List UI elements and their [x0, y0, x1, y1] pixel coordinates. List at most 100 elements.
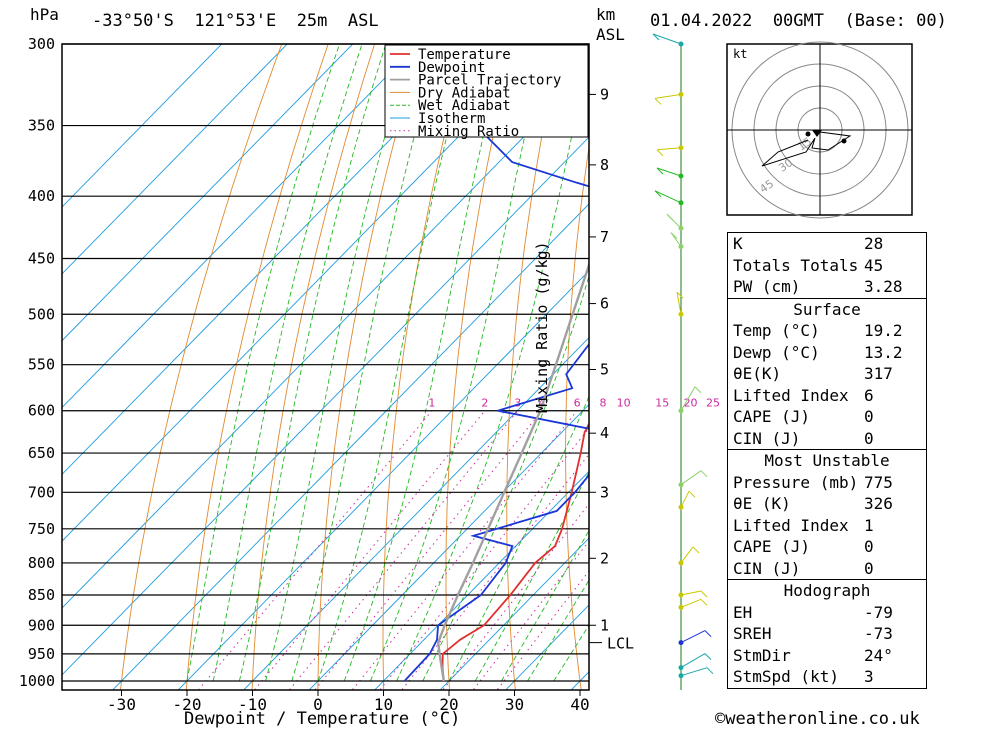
- wind-barb-icon: [652, 33, 682, 45]
- storm-motion-point: [841, 138, 847, 144]
- isotherm-line: [62, 44, 354, 342]
- dry-adiabat-line: [120, 44, 283, 690]
- wind-barb-icon: [656, 167, 682, 177]
- parcel-trajectory-line: [436, 261, 589, 682]
- pressure-tick-label: 1000: [19, 672, 55, 690]
- isotherm-line: [62, 44, 223, 208]
- height-tick-label: 9: [600, 85, 609, 103]
- wind-barb-flag: [704, 653, 712, 660]
- mixing-ratio-line: [253, 410, 486, 690]
- wind-barb-flag: [666, 213, 674, 221]
- wind-barb-icon: [680, 470, 702, 486]
- index-row: θE(K) 317: [733, 364, 893, 383]
- lcl-label: LCL: [607, 635, 634, 653]
- index-row: PW (cm) 3.28: [733, 277, 903, 296]
- wind-barb-icon: [680, 386, 696, 411]
- index-panel: K 28 Totals Totals 45 PW (cm) 3.28 Surface …: [727, 232, 927, 689]
- legend-entry: Parcel Trajectory: [418, 73, 561, 89]
- isotherm-line: [62, 44, 419, 409]
- isotherm-line: [62, 44, 550, 542]
- datetime: 01.04.2022 00GMT (Base: 00): [650, 11, 947, 31]
- pressure-tick-label: 900: [28, 616, 55, 634]
- isotherm-line: [62, 44, 485, 475]
- height-tick-label: 1: [600, 616, 609, 634]
- height-tick-label: 4: [600, 424, 609, 442]
- pressure-tick-label: 750: [28, 520, 55, 538]
- wind-barb-icon: [680, 490, 690, 508]
- wind-barb-flag: [700, 470, 708, 478]
- hodograph-origin-marker: [812, 130, 822, 137]
- wet-adiabat-line: [212, 44, 363, 682]
- height-unit-km: km: [596, 5, 616, 24]
- wet-adiabat-line: [527, 579, 589, 682]
- dry-adiabat-line: [623, 26, 657, 707]
- mixing-ratio-label: 25: [706, 397, 720, 410]
- wind-barb-icon: [680, 667, 708, 677]
- dry-adiabat-line: [185, 44, 329, 690]
- dry-adiabat-line: [445, 44, 515, 690]
- wind-barb-flag: [676, 291, 684, 299]
- basic-indices: K 28 Totals Totals 45 PW (cm) 3.28: [727, 232, 927, 299]
- x-tick-label: 10: [374, 695, 393, 714]
- mixing-ratio-label: 6: [574, 397, 581, 410]
- pressure-tick-label: 850: [28, 586, 55, 604]
- index-row: Lifted Index 6: [733, 385, 874, 405]
- wet-adiabat-line: [474, 471, 589, 682]
- index-row: CAPE (J) 0: [733, 407, 874, 426]
- isotherm-line: [439, 537, 589, 690]
- pressure-tick-label: 950: [28, 645, 55, 663]
- wind-barb-flag: [704, 630, 712, 637]
- isotherm-line: [62, 136, 589, 676]
- wet-adiabat-line: [448, 395, 589, 682]
- mixing-ratio-label: 8: [600, 397, 607, 410]
- x-axis-label: Dewpoint / Temperature (°C): [184, 709, 461, 729]
- index-row: EH -79: [733, 602, 893, 622]
- pressure-tick-label: 550: [28, 356, 55, 374]
- surface-title: Surface: [793, 299, 861, 319]
- index-row: CAPE (J) 0: [733, 537, 874, 556]
- hodograph-unit: kt: [733, 47, 747, 61]
- legend-entry: Isotherm: [418, 111, 485, 127]
- wind-barb-flag: [700, 590, 708, 598]
- x-tick-label: 30: [505, 695, 524, 714]
- legend-entry: Dewpoint: [418, 60, 485, 76]
- surface-section: Surface Temp (°C) 19.2 Dewp (°C) 13.2 θE(K…: [727, 297, 927, 450]
- wind-barb-icon: [654, 190, 682, 204]
- index-row: CIN (J) 0: [733, 428, 874, 448]
- mixing-ratio-axis-label: Mixing Ratio (g/kg): [533, 241, 551, 413]
- wind-barb-icon: [680, 653, 706, 669]
- index-row: Totals Totals 45: [733, 255, 884, 275]
- pressure-unit: hPa: [30, 5, 59, 24]
- wind-barb-flag: [706, 667, 714, 675]
- wind-barb-flag: [700, 598, 708, 606]
- wet-adiabat-line: [238, 44, 387, 682]
- wind-barb-column: [652, 33, 714, 690]
- pressure-tick-label: 800: [28, 554, 55, 572]
- height-tick-label: 5: [600, 360, 609, 378]
- mixing-ratio-line: [496, 570, 589, 690]
- height-tick-label: 7: [600, 228, 609, 246]
- location-title: -33°50'S 121°53'E 25m ASL: [92, 11, 379, 31]
- wind-barb-icon: [676, 292, 682, 315]
- index-row: K 28: [733, 234, 884, 253]
- wind-barb-icon: [680, 590, 702, 596]
- legend-box: [384, 44, 589, 138]
- dry-adiabat-line: [317, 44, 422, 690]
- legend-entry: Mixing Ratio: [418, 124, 519, 140]
- mixing-ratio-label: 15: [655, 397, 669, 410]
- pressure-tick-label: 600: [28, 402, 55, 420]
- hodograph-section: Hodograph EH -79 SREH -73 StmDir 24° StmSpd…: [727, 579, 927, 689]
- wind-barb-flag: [654, 98, 662, 105]
- index-row: Lifted Index 1: [733, 515, 874, 535]
- hodograph-point: [805, 131, 811, 137]
- dewpoint-line: [403, 44, 589, 682]
- pressure-tick-label: 450: [28, 250, 55, 268]
- wind-barb-icon: [680, 598, 702, 608]
- dry-adiabat-line: [506, 44, 561, 690]
- x-tick-label: 20: [439, 695, 458, 714]
- dry-adiabat-line: [565, 144, 589, 690]
- wind-barb-icon: [656, 147, 682, 151]
- x-tick-label: 0: [313, 695, 323, 714]
- mixing-ratio-label: 3: [514, 397, 521, 410]
- mixing-ratio-line: [288, 410, 519, 690]
